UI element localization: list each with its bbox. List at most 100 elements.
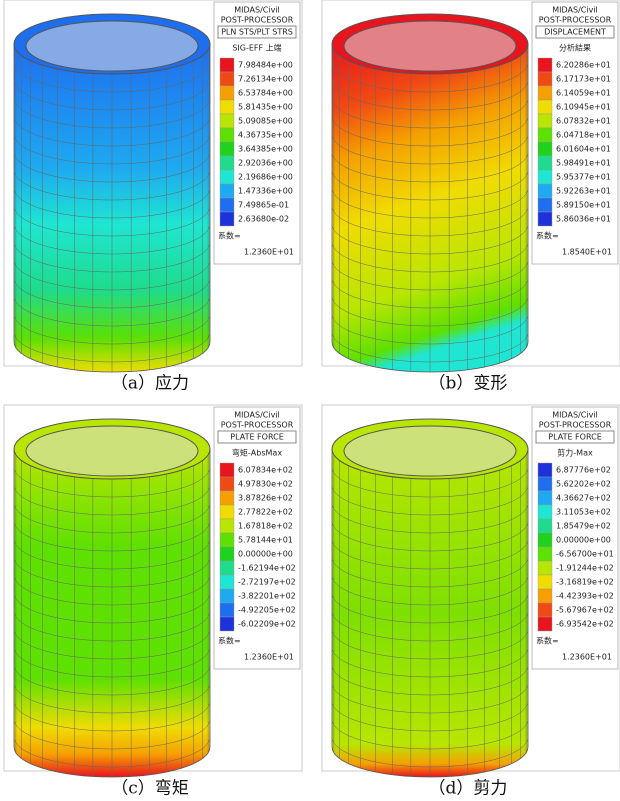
cylinder-inner [25,20,199,72]
legend-value: -4.92205e+02 [238,606,296,615]
legend-swatch [219,504,235,520]
legend-result: PLN STS/PLT STRS [221,28,293,37]
legend-value: 6.87776e+02 [556,466,611,475]
legend-value: 7.26134e+00 [238,75,293,84]
legend-swatch [219,518,235,534]
legend-program: MIDAS/Civil [552,411,598,420]
legend-swatch [219,574,235,590]
legend-swatch [219,127,235,143]
factor-label: 系数= [218,636,241,646]
legend-swatch [537,560,553,576]
legend-value: 5.62202e+02 [556,480,611,489]
legend-value: 2.77822e+02 [238,508,293,517]
legend-processor: POST-PROCESSOR [539,16,612,25]
legend-swatch [537,588,553,604]
legend-value: 3.64385e+00 [238,145,293,154]
legend-value: 5.92263e+01 [556,187,611,196]
legend-swatch [537,155,553,171]
legend-value: 6.07832e+01 [556,117,611,126]
cylinder-inner [25,425,199,477]
legend-value: -1.91244e+02 [556,564,614,573]
legend-swatch [219,560,235,576]
factor-label: 系数= [218,231,241,241]
legend-value: 5.86036e+01 [556,215,611,224]
legend-swatch [219,546,235,562]
legend-value: 6.14059e+01 [556,89,611,98]
legend-swatch [219,616,235,632]
legend-swatch [537,99,553,115]
legend-swatch [219,141,235,157]
legend-swatch [537,546,553,562]
legend-value: -3.16819e+02 [556,578,614,587]
legend-swatch [537,169,553,185]
legend-swatch [537,462,553,478]
legend-value: 6.53784e+00 [238,89,293,98]
legend-value: 4.97830e+02 [238,480,293,489]
legend-value: -1.62194e+02 [238,564,296,573]
legend-swatch [219,211,235,227]
legend-result: PLATE FORCE [548,433,602,442]
legend-swatch [219,476,235,492]
legend-value: 7.49865e-01 [238,201,289,210]
legend-value: -3.82201e+02 [238,592,296,601]
legend-value: 2.92036e+00 [238,159,293,168]
legend-value: 3.11053e+02 [556,508,611,517]
legend-value: 6.07834e+02 [238,466,293,475]
cylinder-inner [343,20,517,72]
legend-swatch [537,127,553,143]
legend-value: -4.42393e+02 [556,592,614,601]
legend-value: 5.81435e+00 [238,103,293,112]
legend-swatch [537,532,553,548]
legend-component: 弯矩-AbsMax [232,448,282,458]
legend-swatch [537,57,553,73]
legend-value: 4.36735e+00 [238,131,293,140]
legend-value: -6.56700e+01 [556,550,614,559]
legend-swatch [219,462,235,478]
legend-value: 5.09085e+00 [238,117,293,126]
legend-value: -6.02209e+02 [238,620,296,629]
legend-component: SIG-EFF 上端 [232,43,281,53]
legend-value: 0.00000e+00 [238,550,293,559]
legend-swatch [537,85,553,101]
legend-swatch [537,141,553,157]
caption: （a）应力 [111,374,189,394]
legend-swatch [537,504,553,520]
legend-value: -6.93542e+02 [556,620,614,629]
legend-swatch [219,113,235,129]
legend-swatch [537,518,553,534]
factor-value: 1.8540E+01 [562,248,612,257]
caption: （b）变形 [429,374,508,394]
legend-value: 1.47336e+00 [238,187,293,196]
legend-value: 6.10945e+01 [556,103,611,112]
legend-value: -2.72197e+02 [238,578,296,587]
legend-result-box [217,430,297,444]
legend-processor: POST-PROCESSOR [539,421,612,430]
legend-swatch [537,211,553,227]
legend-value: 0.00000e+00 [556,536,611,545]
legend-swatch [537,574,553,590]
legend-processor: POST-PROCESSOR [221,421,294,430]
legend-processor: POST-PROCESSOR [221,16,294,25]
legend-swatch [219,183,235,199]
legend-swatch [537,476,553,492]
legend-program: MIDAS/Civil [234,411,280,420]
factor-value: 1.2360E+01 [244,653,294,662]
legend-value: 6.01604e+01 [556,145,611,154]
legend-swatch [219,169,235,185]
legend-swatch [537,197,553,213]
legend-swatch [537,113,553,129]
legend-swatch [219,602,235,618]
legend-value: 6.04718e+01 [556,131,611,140]
legend-value: 5.95377e+01 [556,173,611,182]
legend-swatch [219,197,235,213]
caption: （c）弯矩 [111,779,189,799]
legend-result: DISPLACEMENT [544,28,606,37]
cylinder-inner [343,425,517,477]
legend-swatch [537,71,553,87]
legend-component: 剪力-Max [557,448,593,458]
legend-swatch [537,183,553,199]
legend-swatch [219,57,235,73]
